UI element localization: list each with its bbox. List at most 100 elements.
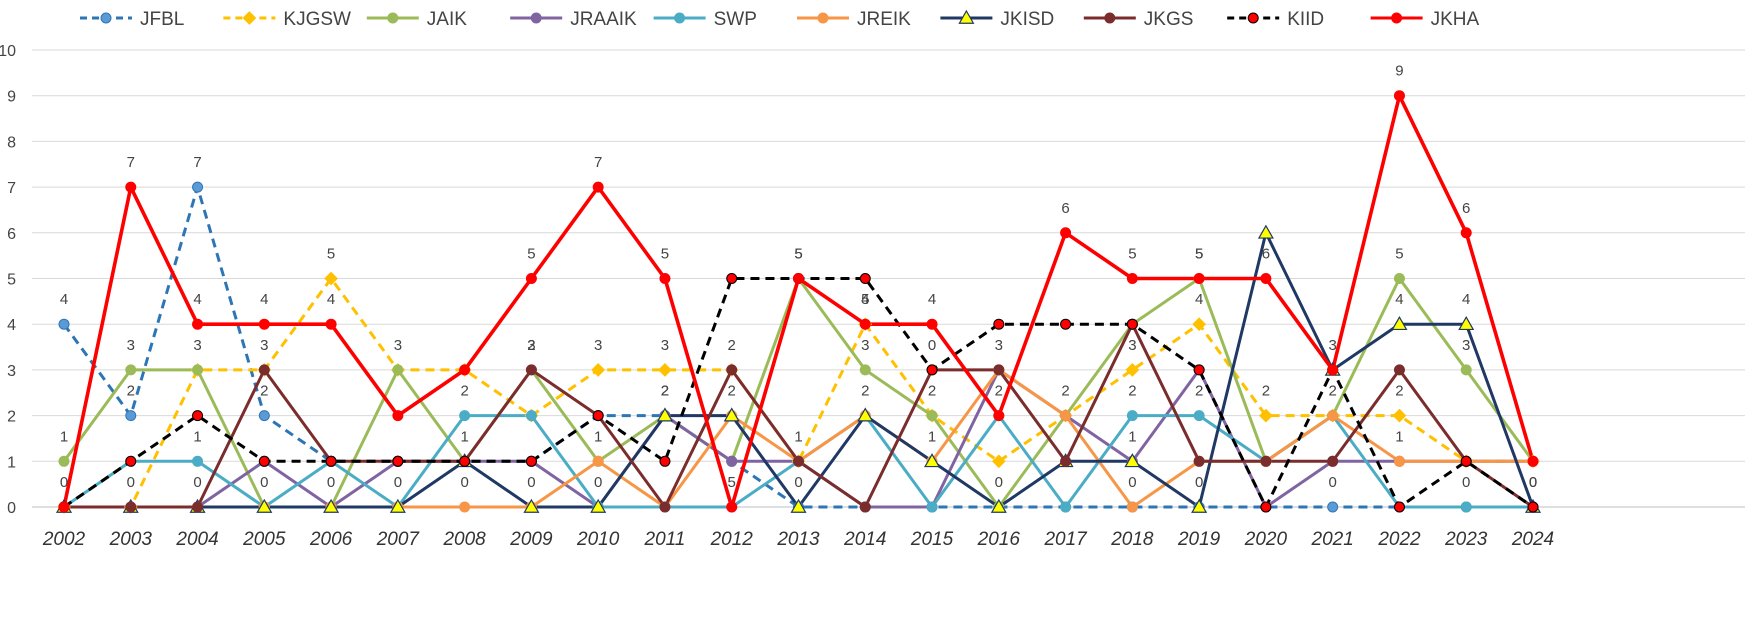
point-jkgs bbox=[1393, 364, 1405, 376]
data-label: 2 bbox=[661, 383, 669, 400]
x-tick-label: 2003 bbox=[109, 529, 153, 550]
point-kjgsw bbox=[1125, 363, 1140, 377]
point-jkha bbox=[993, 410, 1005, 422]
legend: JFBL KJGSW JAIK JRAAIK SWP JREIK JKISD JKGS KIID… bbox=[80, 9, 1479, 30]
data-label: 2 bbox=[260, 383, 268, 400]
point-swp bbox=[926, 501, 938, 513]
data-label: 2 bbox=[1195, 383, 1203, 400]
data-label: 0 bbox=[394, 474, 402, 491]
point-kjgsw bbox=[658, 363, 672, 377]
point-jkha bbox=[1260, 273, 1272, 284]
data-label: 5 bbox=[1195, 246, 1203, 263]
point-jreik bbox=[1060, 410, 1072, 422]
data-label: 2 bbox=[995, 383, 1003, 400]
point-jkha bbox=[1393, 90, 1405, 102]
data-label: 4 bbox=[928, 291, 936, 308]
data-label: 6 bbox=[1061, 200, 1069, 217]
point-jkha bbox=[258, 318, 270, 330]
data-label: 0 bbox=[127, 474, 135, 491]
x-tick-label: 2022 bbox=[1377, 529, 1421, 550]
y-tick-label: 6 bbox=[7, 226, 16, 243]
x-tick-label: 2004 bbox=[175, 529, 218, 550]
x-tick-label: 2021 bbox=[1311, 529, 1354, 550]
legend-label-jraaik: JRAAIK bbox=[570, 9, 637, 30]
data-label: 3 bbox=[193, 337, 201, 354]
legend-marker-jkisd bbox=[958, 9, 975, 24]
data-label: 0 bbox=[193, 474, 201, 491]
data-label: 2 bbox=[661, 383, 669, 400]
point-kjgsw bbox=[1259, 408, 1273, 423]
data-label: 0 bbox=[260, 474, 268, 491]
x-tick-label: 2017 bbox=[1043, 529, 1088, 550]
data-label: 3 bbox=[1329, 337, 1337, 354]
series-line-jfbl bbox=[62, 185, 1533, 509]
data-label: 7 bbox=[594, 154, 602, 171]
x-tick-label: 2014 bbox=[843, 529, 886, 550]
data-label: 6 bbox=[1462, 200, 1470, 217]
point-jkisd bbox=[790, 498, 807, 513]
point-kiid bbox=[1460, 455, 1472, 467]
point-jkisd bbox=[1191, 498, 1208, 513]
legend-label-jfbl: JFBL bbox=[140, 9, 184, 30]
point-jfbl bbox=[258, 410, 270, 422]
x-tick-label: 2005 bbox=[242, 529, 286, 550]
y-tick-label: 2 bbox=[7, 409, 16, 426]
point-jreik bbox=[1327, 410, 1339, 422]
legend-label-jkgs: JKGS bbox=[1144, 9, 1194, 30]
point-jfbl bbox=[192, 181, 204, 193]
point-jkha bbox=[1327, 364, 1339, 376]
data-label: 0 bbox=[1529, 474, 1537, 491]
x-tick-label: 2002 bbox=[42, 529, 86, 550]
point-jkha bbox=[1460, 227, 1472, 239]
legend-label-swp: SWP bbox=[714, 9, 757, 30]
point-jkha bbox=[659, 273, 671, 284]
point-jkgs bbox=[525, 364, 537, 376]
point-jkha bbox=[1193, 273, 1205, 284]
x-tick-label: 2019 bbox=[1177, 529, 1221, 550]
x-tick-label: 2023 bbox=[1444, 529, 1488, 550]
y-tick-label: 8 bbox=[7, 134, 16, 151]
point-kiid bbox=[1260, 501, 1272, 513]
point-swp bbox=[1193, 410, 1205, 422]
data-label: 2 bbox=[1128, 383, 1136, 400]
data-label: 1 bbox=[193, 428, 201, 445]
point-swp bbox=[1460, 501, 1472, 513]
point-jkha bbox=[592, 181, 604, 193]
data-label: 3 bbox=[127, 337, 135, 354]
data-label: 0 bbox=[1195, 474, 1203, 491]
x-tick-label: 2011 bbox=[644, 529, 686, 550]
point-jkisd bbox=[389, 498, 406, 513]
legend-marker-kjgsw bbox=[242, 11, 257, 25]
point-jkha bbox=[125, 181, 137, 193]
data-label: 3 bbox=[260, 337, 268, 354]
point-jkha bbox=[192, 318, 204, 330]
point-jkgs bbox=[726, 364, 738, 376]
x-tick-label: 2006 bbox=[309, 529, 353, 550]
point-kjgsw bbox=[1392, 408, 1407, 423]
series-line-kjgsw bbox=[64, 277, 1533, 509]
point-jkisd bbox=[723, 407, 740, 422]
data-label: 0 bbox=[1128, 474, 1136, 491]
point-jkha bbox=[1527, 455, 1539, 467]
legend-marker-jfbl bbox=[100, 12, 112, 24]
data-label: 3 bbox=[1462, 337, 1470, 354]
x-axis: 2002 2003 2004 2005 2006 2007 2008 2009 2010 2011… bbox=[32, 506, 1745, 550]
point-kjgsw bbox=[1192, 317, 1206, 332]
point-jkha bbox=[859, 318, 871, 330]
point-jkisd bbox=[990, 498, 1007, 513]
data-label: 4 bbox=[193, 291, 201, 308]
point-jkha bbox=[1060, 227, 1072, 239]
data-label: 4 bbox=[1462, 291, 1470, 308]
point-kiid bbox=[926, 364, 938, 376]
point-kiid bbox=[592, 410, 604, 422]
point-jaik bbox=[926, 410, 938, 422]
legend-marker-jkgs bbox=[1104, 12, 1116, 24]
data-label: 0 bbox=[594, 474, 602, 491]
point-jkha bbox=[1126, 273, 1138, 284]
point-jkha bbox=[392, 410, 404, 422]
point-kiid bbox=[1126, 318, 1138, 330]
point-jkisd bbox=[523, 498, 540, 513]
